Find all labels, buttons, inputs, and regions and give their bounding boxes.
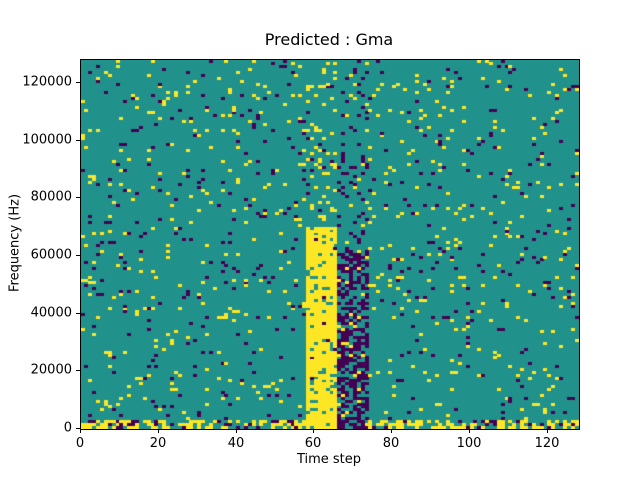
y-tick-mark [76,313,80,314]
x-tick-mark [469,429,470,433]
chart-title: Predicted : Gma [264,30,394,49]
x-tick-label: 60 [304,436,322,451]
y-tick-mark [76,197,80,198]
x-axis-label: Time step [296,452,362,467]
x-tick-label: 120 [534,436,560,451]
y-tick-mark [76,428,80,429]
x-tick-label: 20 [149,436,167,451]
y-axis-label: Frequency (Hz) [7,193,23,293]
x-tick-mark [313,429,314,433]
y-tick-mark [76,140,80,141]
y-tick-mark [76,82,80,83]
x-tick-label: 0 [75,436,85,451]
y-tick-label: 60000 [30,247,72,263]
y-tick-label: 100000 [22,132,72,148]
y-tick-label: 20000 [30,362,72,378]
x-tick-label: 40 [227,436,245,451]
x-tick-mark [547,429,548,433]
x-tick-mark [391,429,392,433]
y-tick-label: 80000 [30,189,72,205]
x-tick-label: 100 [456,436,482,451]
y-tick-label: 40000 [30,305,72,321]
x-tick-label: 80 [382,436,400,451]
y-tick-label: 0 [63,420,72,436]
x-tick-mark [158,429,159,433]
y-tick-label: 120000 [22,74,72,90]
heatmap-canvas [81,60,579,429]
plot-area [80,59,580,430]
y-tick-mark [76,370,80,371]
x-tick-mark [236,429,237,433]
y-tick-mark [76,255,80,256]
x-tick-mark [80,429,81,433]
